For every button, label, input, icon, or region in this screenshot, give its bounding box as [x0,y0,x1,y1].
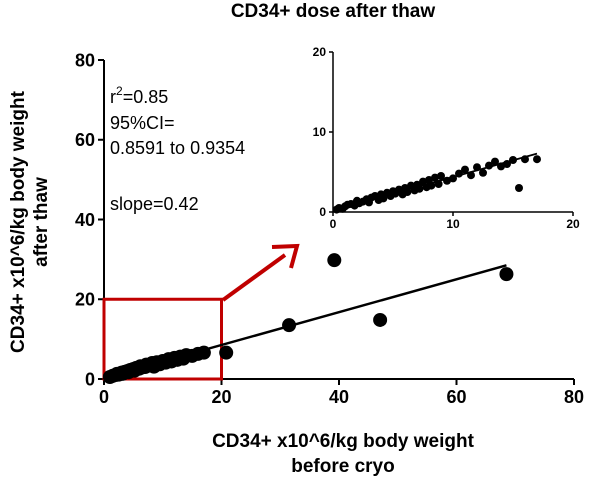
r-squared-text: r2=0.85 [110,84,168,107]
inset-data-point [533,155,541,164]
y-axis-title-line-2: after thaw [31,177,52,267]
inset-regression-line [332,152,538,212]
zoom-arrow [221,243,300,302]
inset-y-tick-label: 10 [313,125,327,139]
zoom-arrow-shaft [221,253,287,302]
confidence-interval-label: 95%CI= [110,113,175,133]
y-tick-label: 0 [85,369,95,389]
y-tick-label: 80 [75,50,95,70]
inset-y-tick-label: 0 [319,205,326,219]
data-point [499,267,514,282]
regression-line [103,264,507,380]
y-axis-title: CD34+ x10^6/kg body weight after thaw [8,90,52,353]
confidence-interval-range: 0.8591 to 0.9354 [110,138,245,158]
inset-y-tick-label: 20 [313,45,327,59]
y-tick-label: 60 [75,130,95,150]
x-axis-title-line-1: CD34+ x10^6/kg body weight [212,431,475,452]
x-axis-title-line-2: before cryo [291,456,394,477]
inset-data-point [437,172,445,180]
y-axis-title-line-1: CD34+ x10^6/kg body weight [8,90,29,353]
inset-x-tick-label: 0 [330,217,337,231]
data-point [373,312,388,327]
x-tick-label: 40 [329,387,349,407]
inset-data-point [515,184,523,192]
y-tick-label: 40 [75,210,95,230]
inset-data-point [491,157,499,166]
inset-x-tick-label: 10 [446,217,460,231]
data-point [327,253,342,268]
data-point [219,345,234,360]
chart-title: CD34+ dose after thaw [231,1,436,22]
inset-data-point [431,173,439,182]
inset-data-point [479,168,487,177]
zoom-highlight-box [102,297,223,381]
y-tick-label: 20 [75,290,95,310]
x-tick-label: 20 [211,387,231,407]
inset-x-tick-label: 20 [566,217,580,231]
x-tick-label: 0 [99,387,109,407]
x-tick-label: 80 [564,387,584,407]
zoom-arrow-head [271,243,300,269]
inset-plot: 0 10 20 0 10 20 [313,45,580,231]
x-tick-label: 60 [446,387,466,407]
main-plot: 0 20 40 60 80 0 20 40 60 80 [75,50,584,407]
slope-text: slope=0.42 [110,194,199,214]
inset-data-point [461,165,469,174]
